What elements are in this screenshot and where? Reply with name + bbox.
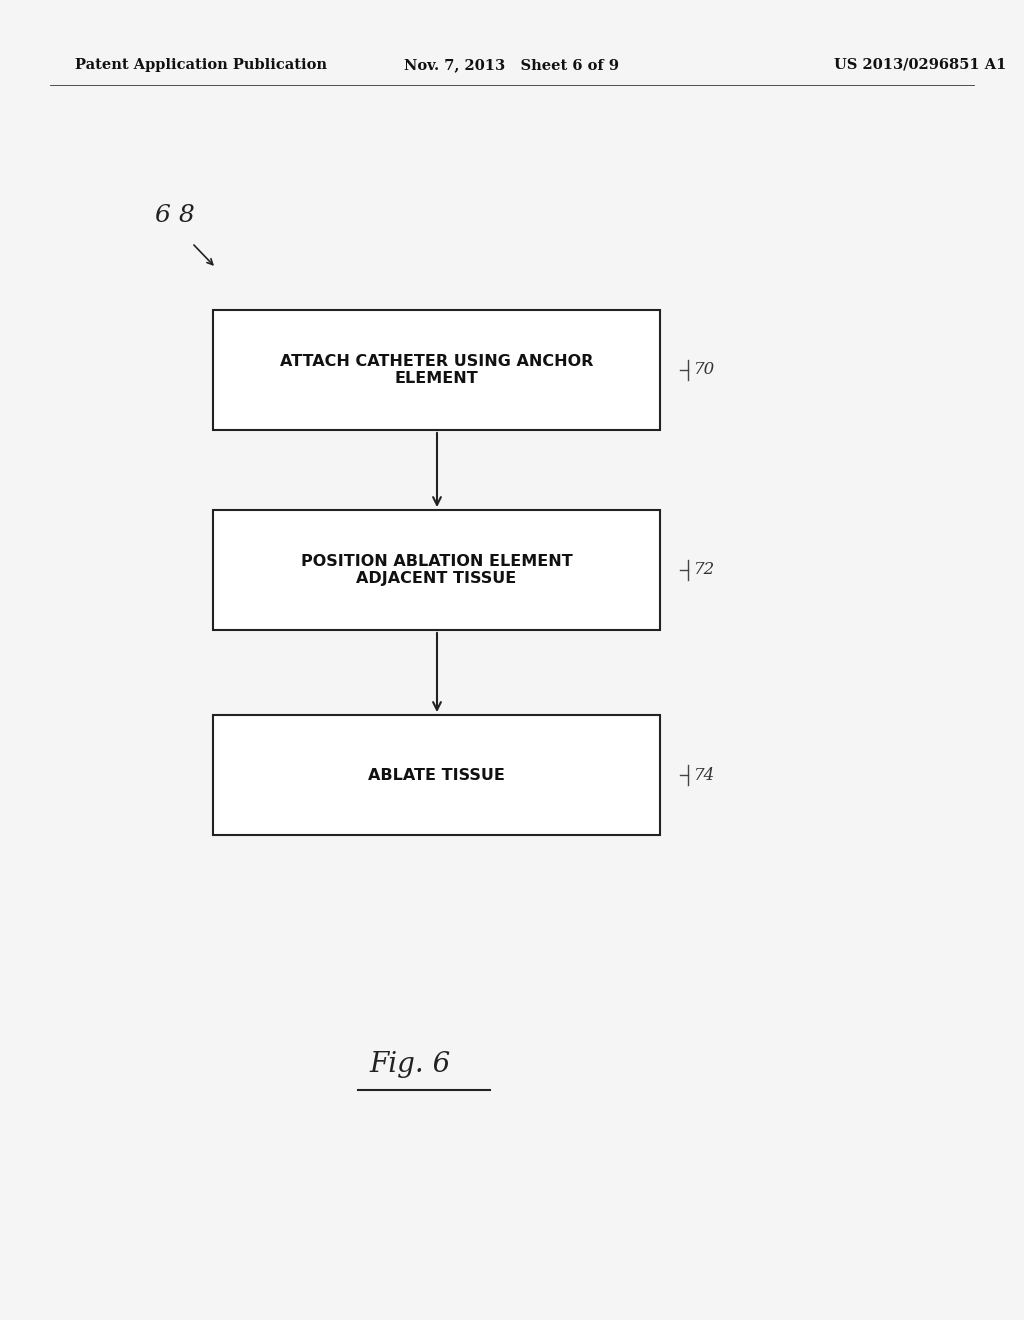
Bar	[213, 310, 660, 430]
Text: 70: 70	[694, 362, 715, 379]
Text: 72: 72	[694, 561, 715, 578]
Text: Patent Application Publication: Patent Application Publication	[75, 58, 327, 73]
Text: ATTACH CATHETER USING ANCHOR
ELEMENT: ATTACH CATHETER USING ANCHOR ELEMENT	[280, 354, 593, 387]
Text: US 2013/0296851 A1: US 2013/0296851 A1	[834, 58, 1007, 73]
Bar	[213, 510, 660, 630]
Text: ABLATE TISSUE: ABLATE TISSUE	[368, 767, 505, 783]
Text: Fig. 6: Fig. 6	[370, 1052, 451, 1078]
Bar	[213, 715, 660, 836]
Text: 74: 74	[694, 767, 715, 784]
Text: Nov. 7, 2013   Sheet 6 of 9: Nov. 7, 2013 Sheet 6 of 9	[404, 58, 620, 73]
Text: 6 8: 6 8	[155, 203, 195, 227]
Text: POSITION ABLATION ELEMENT
ADJACENT TISSUE: POSITION ABLATION ELEMENT ADJACENT TISSU…	[301, 554, 572, 586]
